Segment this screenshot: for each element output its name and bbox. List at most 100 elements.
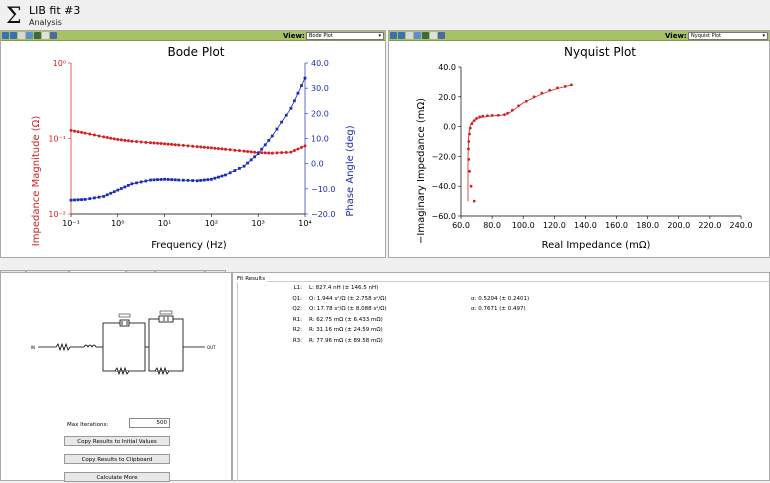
- select-icon[interactable]: [18, 32, 25, 39]
- select-icon[interactable]: [406, 32, 413, 39]
- copy-to-initial-button[interactable]: Copy Results to Initial Values: [64, 436, 170, 446]
- x-tick-label: 180.0: [636, 221, 659, 230]
- data-point: [177, 143, 181, 147]
- y2-tick-label: 20.0: [311, 109, 329, 118]
- data-point: [181, 178, 185, 182]
- data-point: [135, 140, 139, 144]
- data-point: [116, 188, 120, 192]
- data-point: [195, 179, 199, 183]
- fit-results-group: [237, 281, 770, 481]
- data-point: [73, 129, 77, 133]
- max-iterations-label: Max Iterations:: [67, 422, 109, 428]
- nyquist-toolbar: View: Nyquist Plot ▾: [389, 31, 769, 41]
- x-tick-label: 80.0: [483, 221, 501, 230]
- data-point: [69, 198, 73, 202]
- view-label: View:: [665, 32, 687, 40]
- fit-param-value: R: 62.75 mΩ (± 6.433 mΩ): [309, 316, 383, 323]
- data-point: [173, 143, 177, 147]
- data-point: [275, 127, 279, 131]
- zoom-in-icon[interactable]: [390, 32, 397, 39]
- y2-tick-label: 0.0: [311, 160, 324, 169]
- data-point: [213, 176, 217, 180]
- data-point: [76, 130, 80, 134]
- data-point: [130, 139, 134, 143]
- home-icon[interactable]: [42, 32, 49, 39]
- fit-results-panel: Fit Results L1: L: 827.4 nH (± 146.5 nH) Q…: [232, 272, 770, 481]
- pan-icon[interactable]: [414, 32, 421, 39]
- x-tick-label: 220.0: [698, 221, 721, 230]
- data-point: [76, 198, 80, 202]
- data-point: [173, 178, 177, 182]
- data-point: [199, 145, 203, 149]
- data-point: [209, 146, 213, 150]
- data-point: [237, 149, 241, 153]
- zoom-out-icon[interactable]: [398, 32, 405, 39]
- home-icon[interactable]: [430, 32, 437, 39]
- data-point: [284, 113, 288, 117]
- data-point: [213, 146, 217, 150]
- view-select[interactable]: Bode Plot ▾: [306, 32, 384, 40]
- data-point: [102, 135, 106, 139]
- data-point: [280, 120, 283, 124]
- data-point: [139, 180, 143, 184]
- bode-y2label: Phase Angle (deg): [345, 125, 356, 216]
- copy-to-clipboard-button[interactable]: Copy Results to Clipboard: [64, 454, 170, 464]
- fit-param-name: R2:: [292, 327, 302, 333]
- save-icon[interactable]: [422, 32, 429, 39]
- data-point: [181, 143, 185, 147]
- chevron-down-icon: ▾: [378, 33, 381, 39]
- x-tick-label: 10²: [205, 219, 218, 228]
- data-point: [238, 166, 241, 170]
- view-select[interactable]: Nyquist Plot ▾: [688, 32, 768, 40]
- y-tick-label: 10⁻¹: [48, 135, 66, 144]
- data-point: [97, 134, 101, 138]
- data-point: [300, 84, 303, 88]
- data-point: [217, 175, 220, 179]
- y2-tick-label: 30.0: [311, 84, 329, 93]
- nyquist-title: Nyquist Plot: [564, 45, 636, 59]
- bode-title: Bode Plot: [167, 45, 224, 59]
- data-point: [186, 179, 190, 182]
- data-point: [80, 198, 83, 201]
- nyquist-ylabel: −Imaginary Impedance (mΩ): [416, 98, 427, 244]
- data-point: [246, 161, 250, 165]
- y-tick-label: −40.0: [431, 182, 456, 191]
- fit-param-name: Q2:: [292, 306, 302, 312]
- zoom-out-icon[interactable]: [10, 32, 17, 39]
- data-point: [469, 184, 473, 188]
- data-point: [144, 140, 148, 144]
- data-point: [83, 131, 87, 135]
- data-point: [253, 155, 257, 159]
- y2-tick-label: −10.0: [311, 185, 336, 194]
- circuit-diagram: IN OUT: [31, 310, 216, 376]
- data-point: [228, 171, 232, 175]
- max-iterations-input[interactable]: 500: [129, 418, 170, 428]
- zoom-in-icon[interactable]: [2, 32, 9, 39]
- x-tick-label: 10³: [252, 219, 265, 228]
- data-point: [256, 152, 260, 155]
- data-point: [468, 169, 471, 173]
- axes-icon[interactable]: [438, 32, 445, 39]
- data-point: [249, 158, 253, 162]
- data-point: [233, 169, 237, 172]
- data-point: [284, 150, 288, 154]
- chevron-down-icon: ▾: [762, 33, 765, 39]
- data-point: [112, 137, 116, 141]
- data-point: [105, 193, 109, 197]
- data-point: [156, 178, 159, 182]
- data-point: [270, 134, 274, 138]
- pan-icon[interactable]: [26, 32, 33, 39]
- data-point: [472, 199, 476, 203]
- data-point: [152, 141, 156, 145]
- data-point: [275, 151, 279, 155]
- save-icon[interactable]: [34, 32, 41, 39]
- data-point: [296, 147, 300, 151]
- data-point: [260, 151, 264, 155]
- axes-icon[interactable]: [50, 32, 57, 39]
- fit-param-value: L: 827.4 nH (± 146.5 nH): [309, 285, 379, 291]
- fit-param-name: R1:: [292, 316, 302, 323]
- data-point: [170, 178, 174, 182]
- fit-param-value: Q: 17.78 sᵅ/Ω (± 8.088 sᵅ/Ω): [309, 306, 387, 312]
- data-point: [69, 128, 73, 132]
- data-point: [253, 150, 257, 154]
